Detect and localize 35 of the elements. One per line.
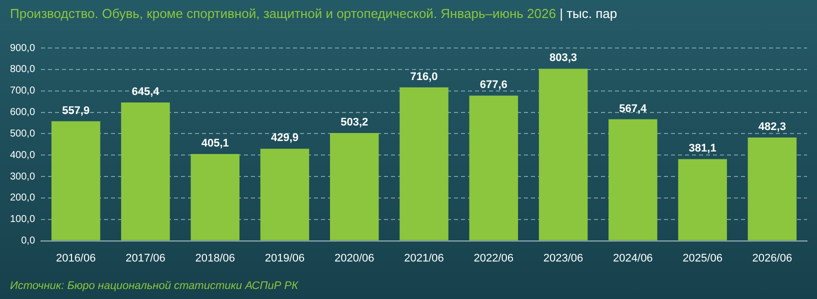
data-label: 567,4 — [619, 102, 648, 115]
chart-subtitle: | тыс. пар — [560, 6, 618, 21]
x-tick-label: 2018/06 — [195, 252, 235, 264]
x-tick-label: 2019/06 — [264, 252, 305, 264]
y-tick-label: 400,0 — [10, 150, 36, 161]
data-label: 381,1 — [688, 142, 716, 155]
data-label: 482,3 — [758, 121, 786, 134]
data-label: 803,3 — [550, 52, 578, 64]
x-tick-label: 2017/06 — [126, 252, 166, 264]
y-tick-label: 200,0 — [10, 192, 36, 204]
x-tick-label: 2022/06 — [474, 252, 514, 264]
y-tick-label: 100,0 — [10, 214, 36, 226]
x-tick-label: 2023/06 — [543, 252, 584, 264]
data-label: 645,4 — [132, 86, 160, 98]
y-tick-label: 300,0 — [10, 171, 36, 182]
x-tick-label: 2020/06 — [334, 252, 374, 264]
y-tick-label: 600,0 — [10, 107, 36, 118]
x-tick-label: 2024/06 — [613, 252, 653, 264]
y-tick-label: 700,0 — [10, 86, 36, 97]
text: Источник: Бюро национальной статистики АСПиР РК — [10, 280, 298, 292]
x-tick-label: 2025/06 — [682, 252, 722, 264]
y-tick-label: 800,0 — [10, 64, 36, 76]
y-tick-label: 500,0 — [10, 128, 36, 140]
y-tick-label: 0,0 — [21, 236, 36, 247]
y-tick-label: 900,0 — [10, 42, 36, 54]
data-label: 429,9 — [270, 132, 299, 144]
x-tick-label: 2021/06 — [404, 252, 444, 264]
data-label: 405,1 — [201, 138, 229, 150]
data-label: 503,2 — [340, 116, 368, 129]
data-label: 677,6 — [480, 79, 508, 92]
x-tick-label: 2026/06 — [752, 252, 792, 264]
x-tick-label: 2016/06 — [56, 252, 96, 264]
data-label: 557,9 — [62, 104, 90, 117]
chart-title: Производство. Обувь, кроме спортивной, защитной и ортопедической. Январь–июнь 2026 — [10, 6, 556, 21]
data-label: 716,0 — [410, 70, 438, 83]
